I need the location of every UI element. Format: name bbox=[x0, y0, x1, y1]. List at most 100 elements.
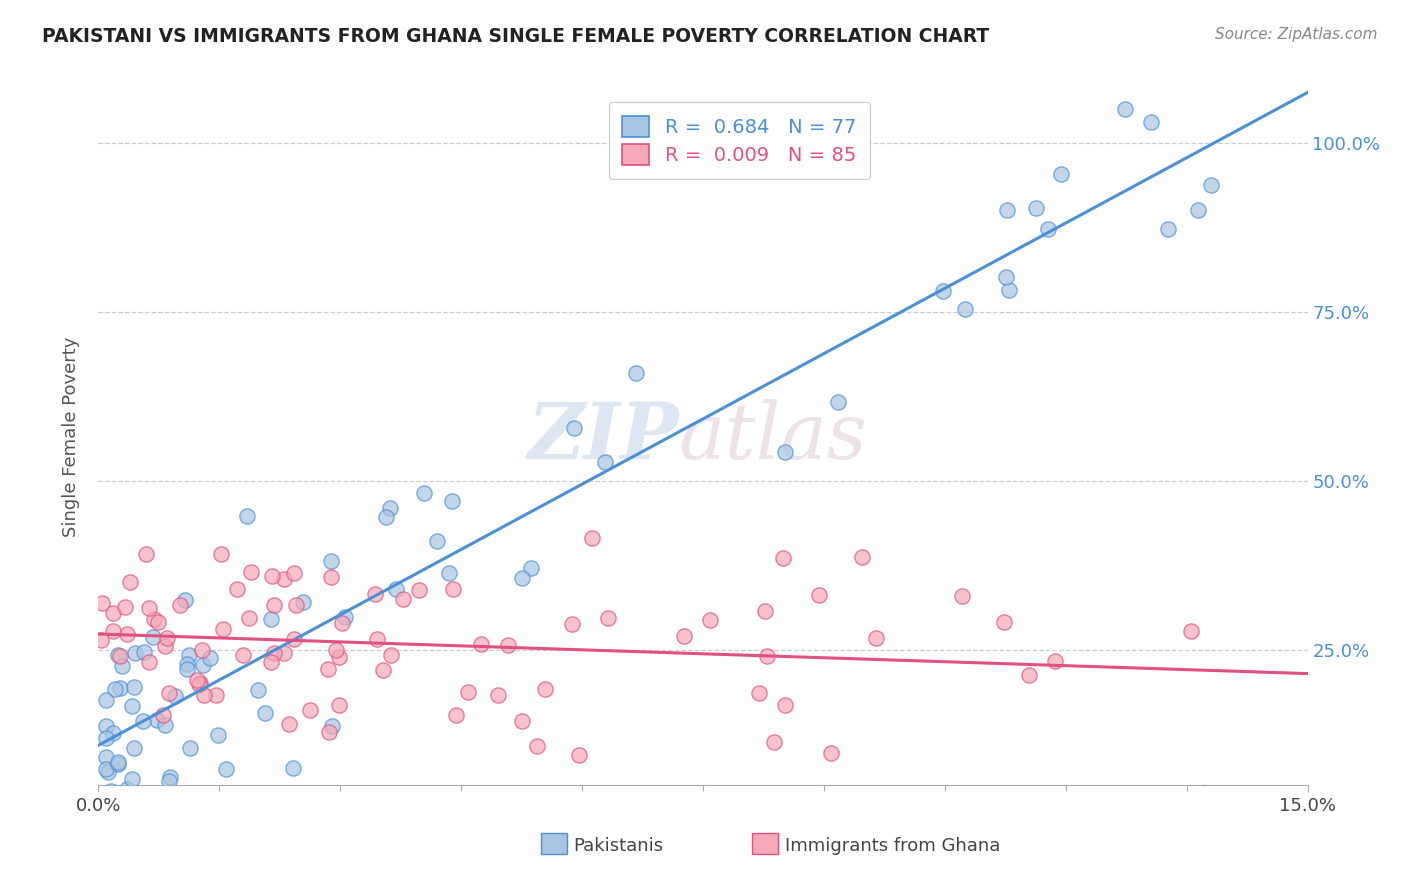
Point bbox=[209, 547, 232, 561]
Point bbox=[104, 681, 127, 696]
Point bbox=[1038, 222, 1060, 236]
Point bbox=[263, 646, 285, 660]
Point bbox=[122, 740, 145, 755]
Point bbox=[699, 613, 721, 627]
Point bbox=[121, 772, 143, 786]
Point bbox=[148, 615, 170, 629]
Text: PAKISTANI VS IMMIGRANTS FROM GHANA SINGLE FEMALE POVERTY CORRELATION CHART: PAKISTANI VS IMMIGRANTS FROM GHANA SINGL… bbox=[42, 27, 990, 45]
Point bbox=[90, 633, 112, 648]
Point bbox=[364, 587, 387, 601]
Point bbox=[152, 707, 174, 722]
Point bbox=[408, 582, 430, 597]
Point bbox=[321, 719, 343, 733]
Point bbox=[1187, 202, 1209, 217]
Point bbox=[385, 582, 408, 596]
Point bbox=[496, 638, 519, 652]
Point bbox=[1050, 167, 1073, 181]
Point bbox=[253, 706, 276, 721]
Point bbox=[142, 630, 165, 644]
Point bbox=[772, 550, 794, 565]
Point bbox=[238, 611, 260, 625]
Point bbox=[328, 698, 350, 712]
Point bbox=[865, 631, 887, 645]
Point bbox=[995, 202, 1018, 217]
Point bbox=[993, 615, 1015, 629]
Point bbox=[748, 686, 770, 700]
Point bbox=[101, 606, 124, 620]
Point bbox=[328, 650, 350, 665]
Point bbox=[146, 713, 169, 727]
Point bbox=[260, 612, 283, 626]
Point bbox=[239, 565, 262, 579]
Point bbox=[193, 688, 215, 702]
Text: Immigrants from Ghana: Immigrants from Ghana bbox=[785, 837, 1000, 855]
Point bbox=[215, 763, 238, 777]
Point bbox=[260, 569, 283, 583]
Point bbox=[159, 770, 181, 784]
Point bbox=[1180, 624, 1202, 639]
Point bbox=[121, 698, 143, 713]
Text: Source: ZipAtlas.com: Source: ZipAtlas.com bbox=[1215, 27, 1378, 42]
Point bbox=[624, 366, 647, 380]
Point bbox=[932, 284, 955, 298]
Point bbox=[953, 302, 976, 317]
Point bbox=[198, 651, 221, 665]
Point bbox=[174, 593, 197, 607]
Point bbox=[97, 765, 120, 780]
Point bbox=[103, 624, 125, 639]
Point bbox=[96, 693, 118, 707]
Point bbox=[114, 599, 136, 614]
Point bbox=[273, 572, 295, 586]
Point bbox=[155, 640, 177, 654]
Point bbox=[950, 589, 973, 603]
Point bbox=[283, 566, 305, 581]
Point bbox=[754, 604, 776, 618]
Point bbox=[520, 561, 543, 575]
Point bbox=[163, 690, 186, 704]
Point bbox=[1192, 786, 1215, 800]
Point bbox=[998, 283, 1021, 297]
Point bbox=[378, 501, 401, 516]
Point bbox=[191, 643, 214, 657]
Point bbox=[773, 444, 796, 458]
Point bbox=[581, 531, 603, 545]
Point bbox=[510, 571, 533, 585]
Point bbox=[122, 681, 145, 695]
Point bbox=[284, 599, 307, 613]
Point bbox=[851, 550, 873, 565]
Point bbox=[101, 725, 124, 739]
Point bbox=[177, 648, 200, 662]
Point bbox=[142, 612, 165, 626]
Point bbox=[186, 673, 208, 687]
Point bbox=[439, 566, 461, 580]
Point bbox=[260, 655, 283, 669]
Point bbox=[593, 455, 616, 469]
Point bbox=[110, 649, 132, 664]
Point bbox=[562, 421, 585, 435]
Point bbox=[115, 627, 138, 641]
Point bbox=[247, 682, 270, 697]
Legend: R =  0.684   N = 77, R =  0.009   N = 85: R = 0.684 N = 77, R = 0.009 N = 85 bbox=[609, 103, 870, 178]
Point bbox=[236, 508, 259, 523]
Point bbox=[205, 688, 228, 702]
Point bbox=[673, 629, 696, 643]
Point bbox=[335, 610, 357, 624]
Point bbox=[91, 596, 114, 610]
Point bbox=[232, 648, 254, 662]
Text: Pakistanis: Pakistanis bbox=[574, 837, 664, 855]
Point bbox=[108, 681, 131, 695]
Point bbox=[278, 717, 301, 731]
Point bbox=[124, 646, 146, 660]
Text: atlas: atlas bbox=[679, 399, 868, 475]
Point bbox=[994, 269, 1017, 284]
Point bbox=[169, 598, 191, 612]
Point bbox=[193, 657, 215, 672]
Point bbox=[226, 582, 249, 596]
Point bbox=[773, 698, 796, 713]
Point bbox=[1199, 178, 1222, 193]
Point bbox=[827, 395, 849, 409]
Point bbox=[176, 662, 198, 676]
Point bbox=[371, 663, 394, 677]
Point bbox=[207, 728, 229, 742]
Point bbox=[440, 494, 463, 508]
